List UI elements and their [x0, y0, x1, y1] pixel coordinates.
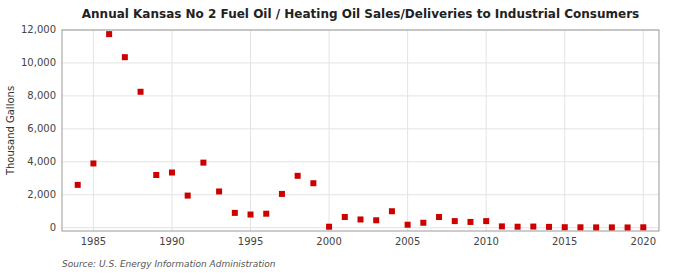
grid-line [93, 30, 94, 231]
point [263, 211, 269, 217]
tick-label: 4,000 [27, 156, 56, 167]
point [216, 188, 222, 194]
tick-label: 1990 [159, 236, 184, 247]
point [200, 160, 206, 166]
point [248, 212, 254, 218]
title: Annual Kansas No 2 Fuel Oil / Heating Oi… [82, 7, 639, 21]
point [295, 173, 301, 179]
tick-label: 2000 [316, 236, 341, 247]
annotation: Source: U.S. Energy Information Administ… [62, 259, 276, 269]
point [279, 191, 285, 197]
grid-line [62, 227, 659, 228]
grid-line [329, 30, 330, 231]
tick-label: 6,000 [27, 123, 56, 134]
grid-line [62, 161, 659, 162]
point [577, 224, 583, 230]
tick-label: 12,000 [21, 24, 56, 35]
points [75, 31, 647, 230]
point [483, 218, 489, 224]
point [562, 224, 568, 230]
tick-label: 2015 [552, 236, 577, 247]
tick-label: 2020 [631, 236, 656, 247]
point [640, 224, 646, 230]
tick-label: 1995 [238, 236, 263, 247]
point [122, 54, 128, 60]
point [153, 172, 159, 178]
point [169, 170, 175, 176]
point [436, 214, 442, 220]
point [389, 208, 395, 214]
point [530, 224, 536, 230]
point [310, 180, 316, 186]
point [546, 224, 552, 230]
grid-line [486, 30, 487, 231]
chart: 0 2,000 4,000 6,000 8,000 10,000 12,000 1985 199… [0, 0, 675, 275]
grid-line [250, 30, 251, 231]
plot-frame [62, 30, 659, 231]
point [342, 214, 348, 220]
axes: 0 2,000 4,000 6,000 8,000 10,000 12,000 1985 199… [21, 24, 659, 247]
grid-line [171, 30, 172, 231]
grid-line [62, 95, 659, 96]
point [358, 216, 364, 222]
tick-label: 2010 [473, 236, 498, 247]
tick-label: 1985 [81, 236, 106, 247]
point [373, 217, 379, 223]
point [452, 218, 458, 224]
point [593, 224, 599, 230]
tick-label: 8,000 [27, 90, 56, 101]
point [232, 210, 238, 216]
grid-line [62, 194, 659, 195]
point [405, 222, 411, 228]
point [609, 224, 615, 230]
plot-area [62, 30, 659, 231]
point [75, 182, 81, 188]
tick-label: 0 [50, 222, 56, 233]
point [515, 224, 521, 230]
point [138, 89, 144, 95]
tick-label: 10,000 [21, 57, 56, 68]
grid-line [407, 30, 408, 231]
point [499, 223, 505, 229]
point [185, 193, 191, 199]
grid-line [643, 30, 644, 231]
tick-label: 2005 [395, 236, 420, 247]
grid-line [62, 128, 659, 129]
grid-line [564, 30, 565, 231]
tick-label: 2,000 [27, 189, 56, 200]
point [420, 220, 426, 226]
axis-label: Thousand Gallons [5, 86, 16, 176]
point [326, 224, 332, 230]
point [90, 160, 96, 166]
point [467, 219, 473, 225]
point [106, 31, 112, 37]
point [625, 224, 631, 230]
grid-line [62, 62, 659, 63]
grid [62, 30, 659, 231]
